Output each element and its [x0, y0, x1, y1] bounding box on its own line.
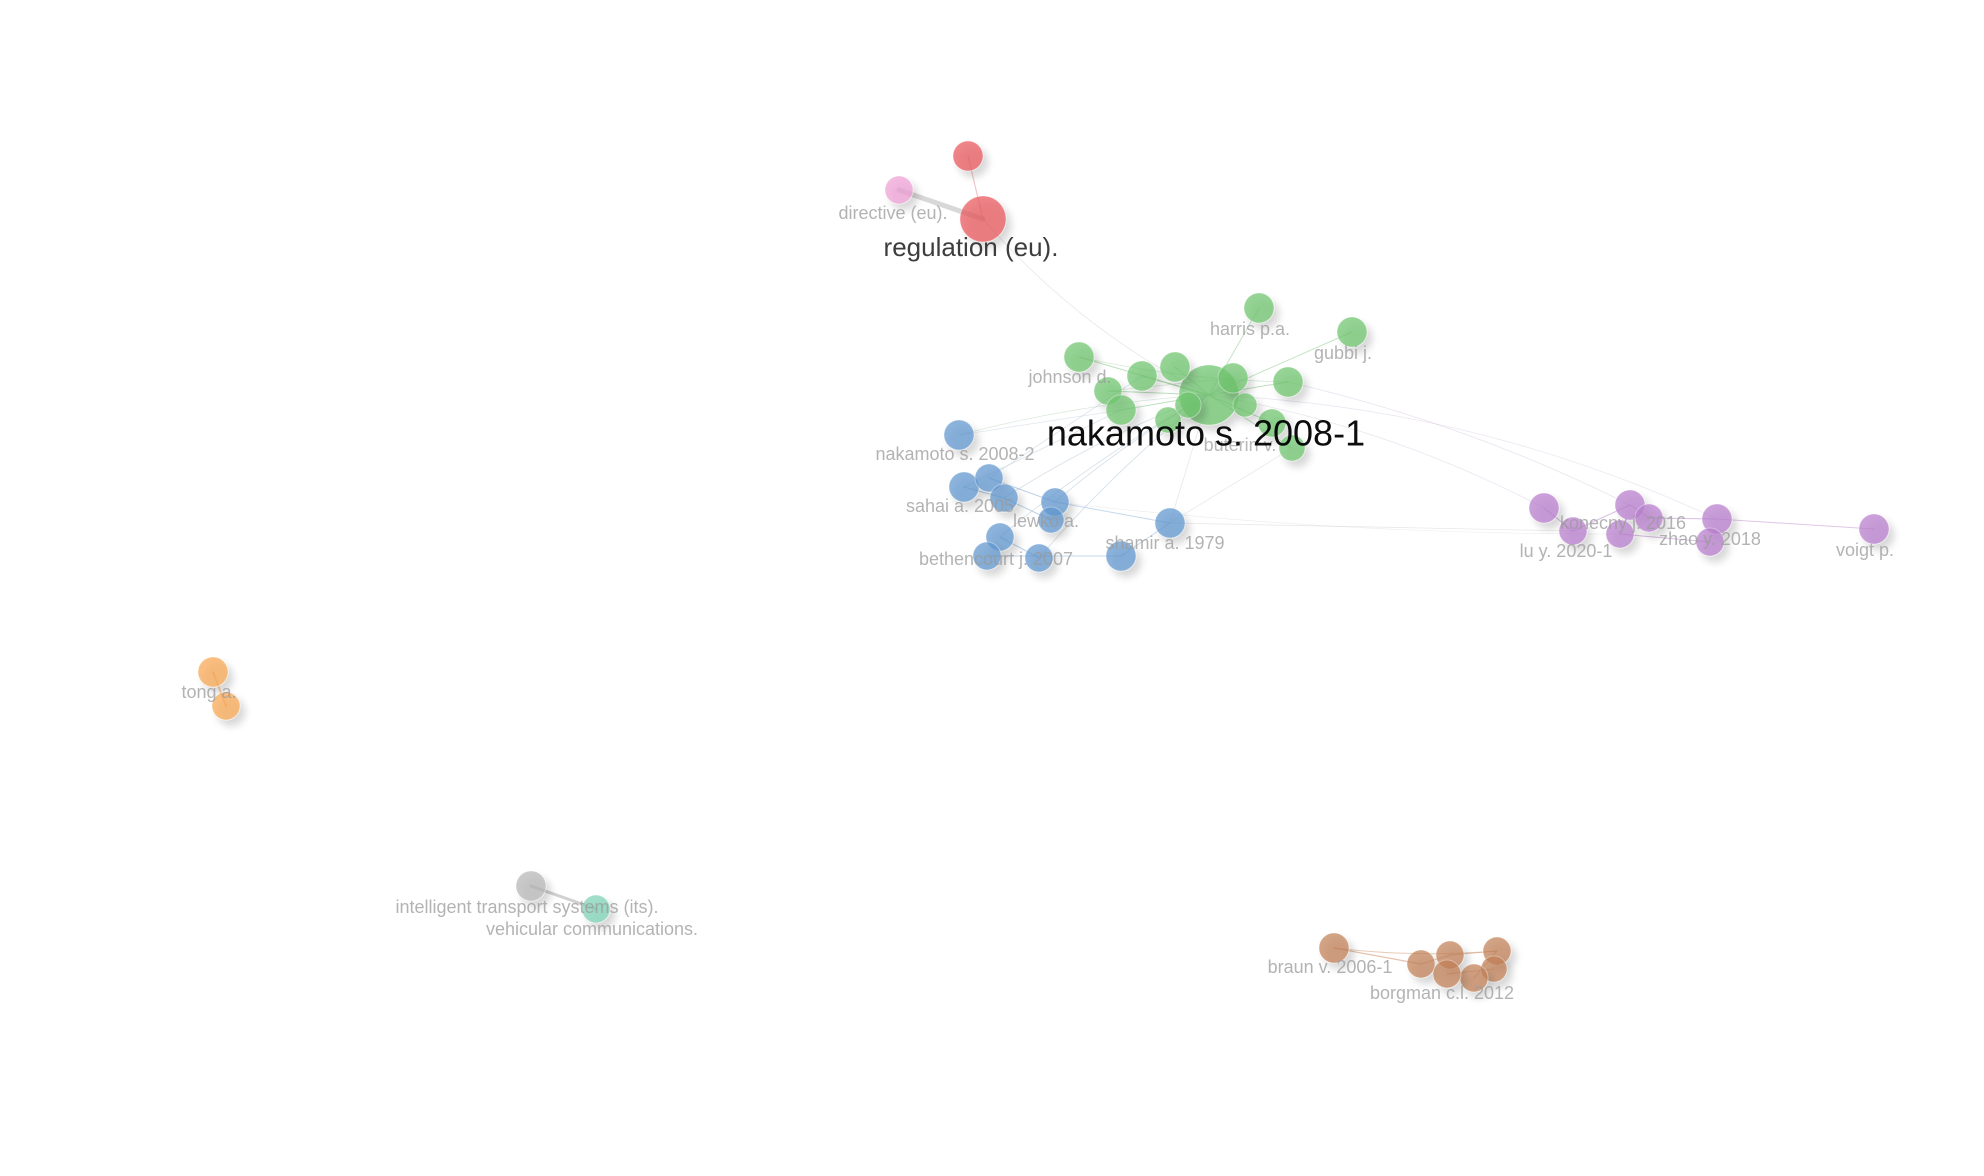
label-harris-pa[interactable]: harris p.a.	[1210, 319, 1290, 339]
node-orange[interactable]	[211, 691, 241, 721]
node-green[interactable]	[1232, 392, 1258, 418]
node-blue[interactable]	[1037, 506, 1065, 534]
node-gray[interactable]	[515, 870, 547, 902]
label-tong-a[interactable]: tong a.	[181, 682, 236, 702]
node-green[interactable]	[1174, 391, 1202, 419]
node-red[interactable]	[959, 195, 1007, 243]
node-blue[interactable]	[1105, 540, 1137, 572]
node-green[interactable]	[1126, 360, 1158, 392]
node-blue[interactable]	[1024, 543, 1054, 573]
node-purple[interactable]	[1858, 513, 1890, 545]
label-buterin-v[interactable]: buterin v.	[1204, 435, 1277, 455]
node-blue[interactable]	[943, 419, 975, 451]
label-braun-v-2006-1[interactable]: braun v. 2006-1	[1268, 957, 1393, 977]
label-directive-eu[interactable]: directive (eu).	[838, 203, 947, 223]
label-nakamoto-s-2008-1[interactable]: nakamoto s. 2008-1	[1047, 413, 1365, 454]
node-purple[interactable]	[1605, 519, 1635, 549]
node-green[interactable]	[1063, 341, 1095, 373]
label-regulation-eu[interactable]: regulation (eu).	[884, 232, 1059, 262]
label-gubbi-j[interactable]: gubbi j.	[1314, 343, 1372, 363]
edge-link	[1287, 381, 1631, 506]
node-brown[interactable]	[1432, 959, 1462, 989]
node-purple[interactable]	[1558, 516, 1588, 546]
node-red[interactable]	[952, 140, 984, 172]
node-blue[interactable]	[989, 483, 1019, 513]
node-purple[interactable]	[1528, 492, 1560, 524]
labels-layer: regulation (eu). directive (eu). harris …	[181, 203, 1894, 1003]
label-voigt-p[interactable]: voigt p.	[1836, 540, 1894, 560]
label-sahai-a-2005[interactable]: sahai a. 2005	[906, 496, 1014, 516]
node-orange[interactable]	[197, 656, 229, 688]
label-konecny-j-2016[interactable]: konecny j. 2016	[1560, 513, 1686, 533]
node-purple[interactable]	[1634, 503, 1664, 533]
node-green[interactable]	[1159, 351, 1191, 383]
node-blue[interactable]	[1154, 507, 1186, 539]
node-green[interactable]	[1257, 408, 1287, 438]
edge-link	[1054, 501, 1621, 535]
node-blue[interactable]	[974, 463, 1004, 493]
edge-link	[1169, 447, 1293, 524]
node-green[interactable]	[1217, 362, 1249, 394]
node-green[interactable]	[1272, 366, 1304, 398]
label-vehicular-communications[interactable]: vehicular communications.	[486, 919, 698, 939]
edge-link	[988, 375, 1143, 479]
node-green[interactable]	[1243, 292, 1275, 324]
edge-link	[1208, 394, 1718, 520]
node-purple[interactable]	[1695, 527, 1725, 557]
nodes-layer	[197, 140, 1890, 993]
node-pink[interactable]	[884, 175, 914, 205]
node-brown[interactable]	[1406, 949, 1436, 979]
node-green[interactable]	[1278, 434, 1306, 462]
label-zhao-y-2018[interactable]: zhao y. 2018	[1659, 529, 1761, 549]
label-lu-y-2020-1[interactable]: lu y. 2020-1	[1520, 541, 1613, 561]
label-johnson-d[interactable]: johnson d.	[1027, 367, 1111, 387]
node-blue[interactable]	[972, 541, 1002, 571]
label-borgman-cl-2012[interactable]: borgman c.l. 2012	[1370, 983, 1514, 1003]
node-green[interactable]	[1154, 406, 1182, 434]
label-bethencourt-j-2007[interactable]: bethencourt j. 2007	[919, 549, 1073, 569]
edge-link	[958, 409, 1122, 436]
node-green[interactable]	[1336, 316, 1368, 348]
edge-link	[1169, 522, 1574, 532]
label-intelligent-transport-systems[interactable]: intelligent transport systems (its).	[395, 897, 658, 917]
label-shamir-a-1979[interactable]: shamir a. 1979	[1105, 533, 1224, 553]
node-teal[interactable]	[581, 894, 611, 924]
node-brown[interactable]	[1318, 932, 1350, 964]
edge-link	[1716, 518, 1875, 530]
node-green[interactable]	[1105, 394, 1137, 426]
label-lewko-a[interactable]: lewko a.	[1013, 511, 1079, 531]
label-nakamoto-s-2008-2[interactable]: nakamoto s. 2008-2	[875, 444, 1034, 464]
